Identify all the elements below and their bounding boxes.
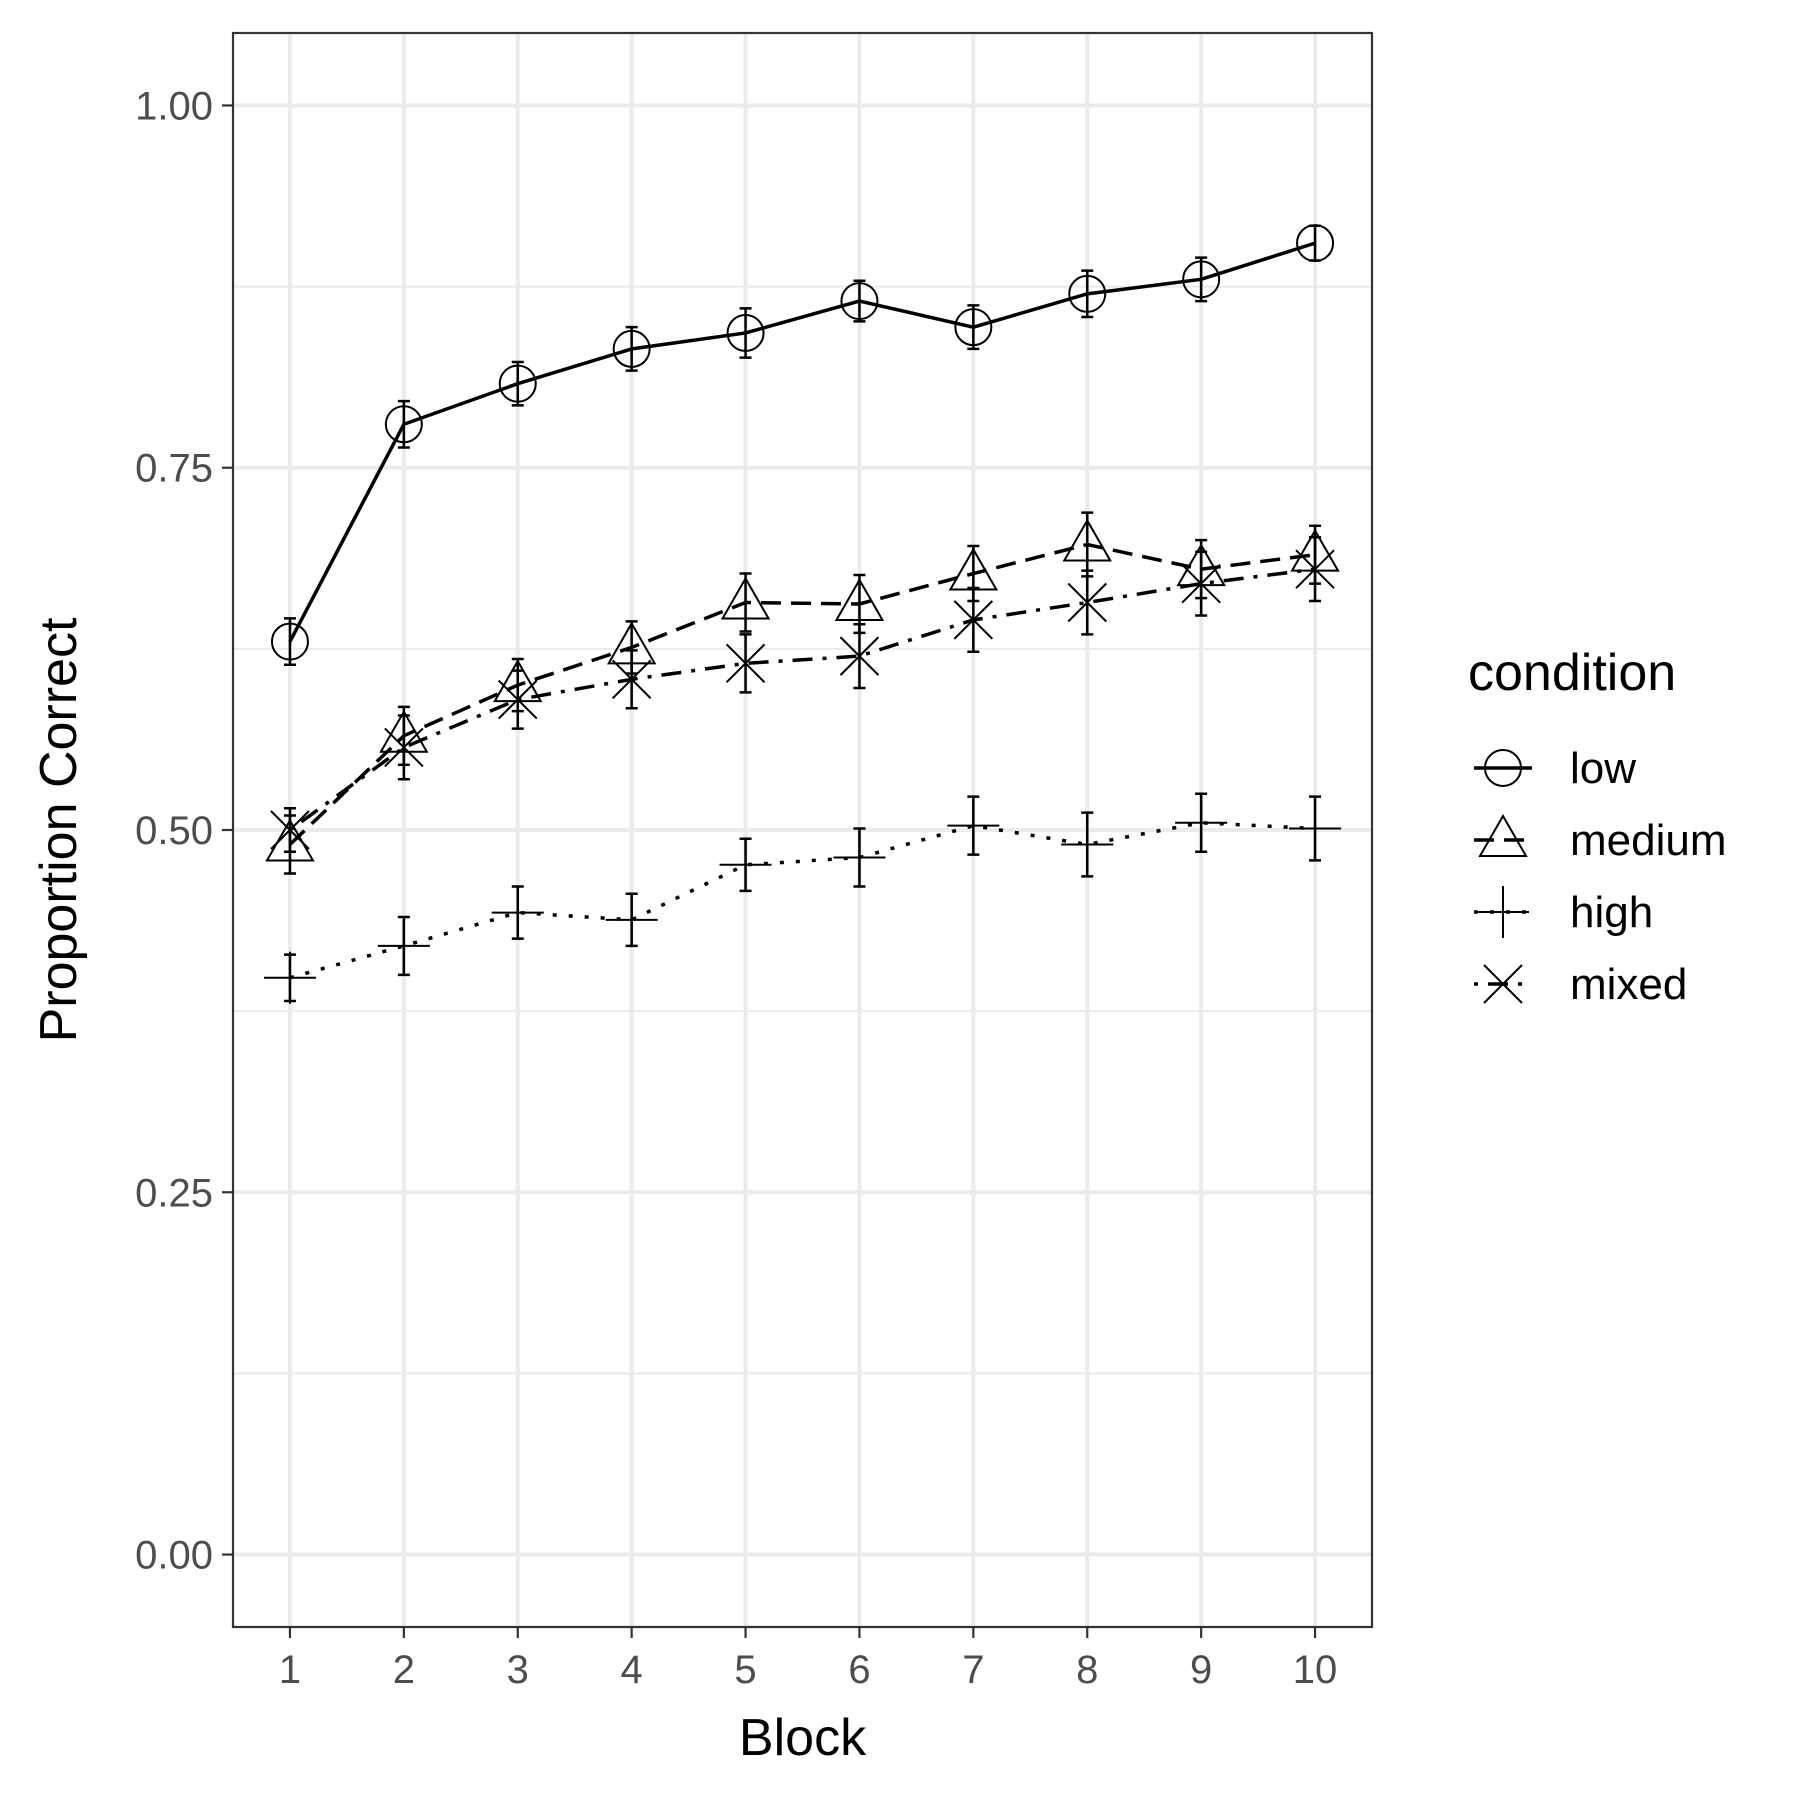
y-tick-label: 0.75 xyxy=(135,447,213,491)
legend-key-mixed xyxy=(1474,964,1532,1004)
x-tick-label: 2 xyxy=(393,1648,415,1692)
series-high xyxy=(263,792,1342,1004)
medium-point xyxy=(834,577,885,621)
series-layer xyxy=(263,224,1342,1004)
legend-label-mixed: mixed xyxy=(1570,960,1687,1009)
mixed-point xyxy=(953,600,994,640)
low-point xyxy=(726,313,765,352)
low-error-bar xyxy=(397,399,410,449)
legend-label-high: high xyxy=(1570,888,1653,937)
high-point xyxy=(1175,796,1228,849)
y-tick-label: 0.50 xyxy=(135,809,213,853)
low-point xyxy=(1296,224,1335,263)
medium-error-bar xyxy=(739,572,752,633)
medium-line xyxy=(288,542,1316,846)
x-axis-title: Block xyxy=(739,1709,867,1767)
mixed-point xyxy=(725,643,766,684)
medium-point xyxy=(1062,518,1112,562)
low-error-bar xyxy=(1195,256,1208,303)
legend-key-high xyxy=(1474,886,1532,938)
low-error-bar xyxy=(1081,269,1094,319)
x-tick-label: 4 xyxy=(621,1648,643,1692)
legend: condition low medium high mixed xyxy=(1468,644,1727,1009)
mixed-point xyxy=(384,727,424,768)
high-point xyxy=(947,799,1000,852)
series-mixed xyxy=(270,536,1335,853)
low-point xyxy=(498,364,537,403)
low-point xyxy=(270,622,309,661)
high-line xyxy=(289,820,1316,980)
high-point xyxy=(1061,818,1114,871)
y-axis-title: Proportion Correct xyxy=(30,617,88,1042)
x-tick-label: 1 xyxy=(279,1648,301,1692)
mixed-point xyxy=(1067,582,1107,623)
low-point xyxy=(1182,260,1221,299)
high-point xyxy=(491,886,544,939)
low-point xyxy=(1068,274,1107,313)
low-error-bar xyxy=(739,307,752,359)
series-low xyxy=(270,224,1335,667)
low-error-bar xyxy=(625,325,638,372)
high-point xyxy=(833,831,886,884)
mixed-point xyxy=(270,810,310,850)
low-error-bar xyxy=(853,279,866,323)
legend-label-low: low xyxy=(1570,744,1636,793)
high-point xyxy=(719,838,772,891)
legend-label-medium: medium xyxy=(1570,816,1727,865)
x-tick-label: 9 xyxy=(1190,1648,1212,1692)
mixed-line xyxy=(288,567,1316,832)
legend-title: condition xyxy=(1468,644,1676,702)
mixed-point xyxy=(1295,549,1335,589)
x-tick-label: 10 xyxy=(1293,1648,1338,1692)
y-tick-label: 0.25 xyxy=(135,1171,213,1215)
x-tick-label: 5 xyxy=(734,1648,756,1692)
high-point xyxy=(1289,802,1342,855)
high-point xyxy=(377,919,430,972)
low-point xyxy=(612,329,651,368)
axes: 0.00 0.25 0.50 0.75 1.00 1 2 3 4 5 6 7 8 9 10 xyxy=(135,84,1337,1692)
x-tick-label: 8 xyxy=(1076,1648,1098,1692)
low-error-bar xyxy=(511,360,524,407)
mixed-point xyxy=(498,679,538,720)
low-error-bar xyxy=(283,617,296,667)
y-tick-label: 1.00 xyxy=(135,84,213,128)
low-line xyxy=(288,241,1316,643)
legend-marker-high xyxy=(1477,886,1529,938)
high-point xyxy=(605,893,658,946)
x-tick-label: 3 xyxy=(507,1648,529,1692)
legend-marker-mixed xyxy=(1483,964,1523,1004)
mixed-point xyxy=(611,659,652,700)
low-point xyxy=(954,308,993,347)
x-tick-label: 7 xyxy=(962,1648,984,1692)
medium-point xyxy=(720,576,771,620)
low-point xyxy=(840,282,879,321)
x-tick-label: 6 xyxy=(848,1648,870,1692)
low-error-bar xyxy=(967,304,980,351)
low-point xyxy=(384,405,423,444)
high-point xyxy=(263,951,316,1004)
legend-key-medium xyxy=(1474,813,1532,857)
legend-marker-medium xyxy=(1478,813,1528,857)
legend-key-low xyxy=(1474,749,1532,787)
mixed-point xyxy=(1181,563,1221,604)
legend-marker-low xyxy=(1484,749,1522,787)
y-tick-label: 0.00 xyxy=(135,1534,213,1578)
mixed-point xyxy=(839,636,880,676)
